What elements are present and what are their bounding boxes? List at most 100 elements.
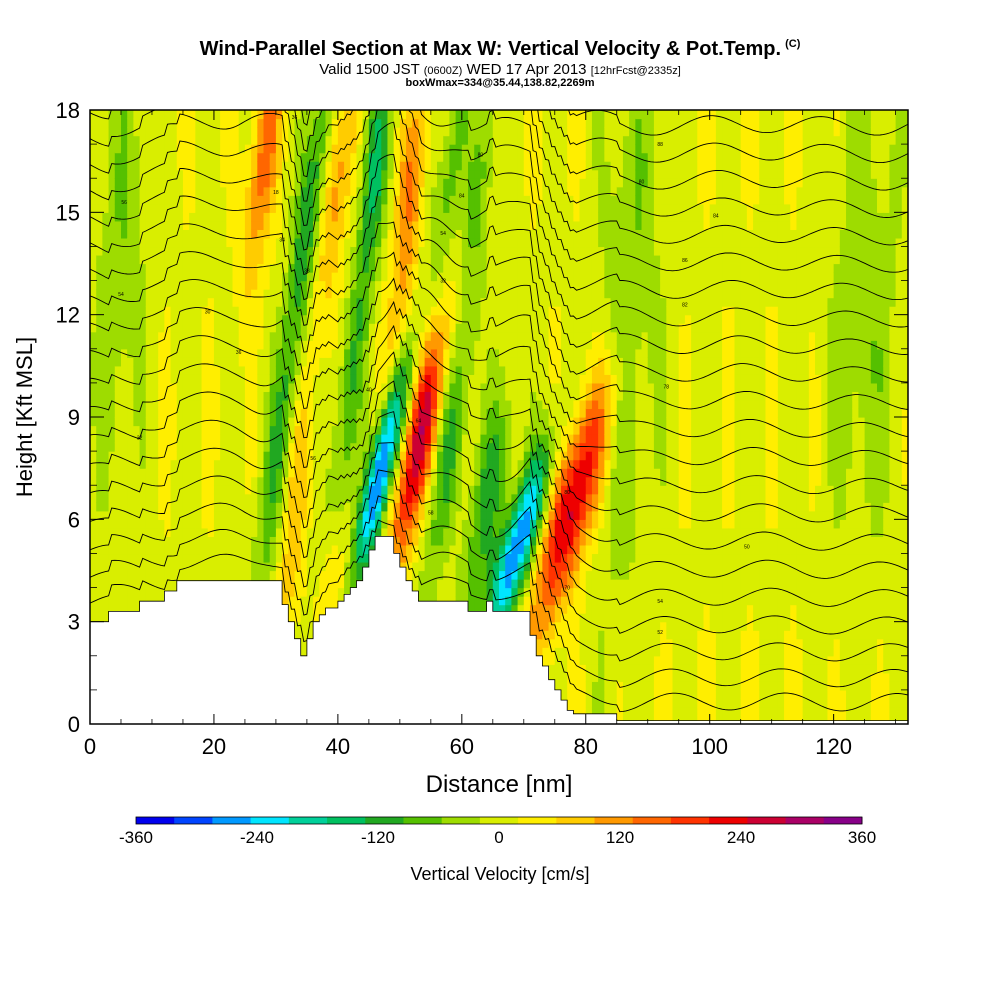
heat-cell: [313, 417, 320, 427]
heat-cell: [511, 365, 519, 375]
heat-cell: [393, 382, 401, 393]
heat-cell: [492, 527, 500, 537]
heat-cell: [275, 493, 283, 503]
heat-cell: [263, 289, 271, 299]
heat-cell: [393, 289, 401, 299]
heat-cell: [480, 357, 488, 367]
heat-cell: [455, 127, 463, 137]
heat-cell: [443, 306, 451, 316]
heat-cell: [399, 220, 407, 230]
heat-cell: [375, 237, 382, 248]
heat-cell: [96, 229, 103, 239]
heat-cell: [232, 425, 240, 435]
heat-cell: [424, 229, 432, 239]
heat-cell: [492, 272, 500, 282]
heat-cell: [499, 442, 506, 452]
heat-cell: [499, 186, 506, 196]
heat-cell: [430, 306, 438, 316]
heat-cell: [455, 118, 463, 128]
heat-cell: [282, 152, 289, 162]
heat-cell: [201, 195, 209, 205]
heat-cell: [474, 272, 482, 282]
heat-cell: [164, 442, 172, 452]
heat-cell: [387, 374, 395, 384]
heat-cell: [461, 195, 469, 205]
heat-cell: [468, 348, 475, 358]
heat-cell: [455, 186, 463, 196]
heat-cell: [455, 348, 463, 358]
heat-cell: [238, 425, 246, 435]
heat-cell: [387, 340, 395, 350]
heat-cell: [313, 246, 320, 256]
heat-cell: [207, 178, 215, 188]
heat-cell: [102, 331, 110, 341]
heat-cell: [486, 391, 494, 401]
heat-cell: [468, 451, 475, 461]
heat-cell: [455, 579, 463, 589]
heat-cell: [102, 280, 110, 290]
heat-cell: [120, 391, 128, 401]
heat-cell: [375, 118, 382, 128]
heat-cell: [368, 357, 376, 367]
heat-cell: [455, 178, 463, 188]
heat-cell: [430, 357, 438, 367]
heat-cell: [195, 493, 203, 503]
heat-cell: [325, 561, 333, 572]
heat-cell: [412, 110, 420, 120]
heat-cell: [449, 399, 457, 410]
heat-cell: [412, 442, 420, 452]
heat-cell: [393, 169, 401, 179]
heat-cell: [474, 203, 482, 213]
heat-cell: [393, 408, 401, 418]
heat-cell: [418, 331, 426, 341]
heat-cell: [437, 110, 444, 120]
heat-cell: [350, 280, 358, 290]
heat-cell: [294, 135, 302, 145]
heat-cell: [139, 289, 147, 299]
heat-cell: [505, 237, 512, 248]
heat-cell: [344, 280, 351, 290]
heat-cell: [90, 391, 97, 401]
heat-cell: [226, 451, 234, 461]
heat-cell: [325, 220, 333, 230]
heat-cell: [406, 178, 413, 188]
heat-cell: [294, 246, 302, 256]
heat-cell: [412, 169, 420, 179]
heat-cell: [96, 485, 103, 495]
heat-cell: [300, 391, 308, 401]
heat-cell: [486, 331, 494, 341]
heat-cell: [474, 570, 482, 580]
heat-cell: [275, 382, 283, 393]
heat-cell: [114, 510, 122, 520]
heat-cell: [350, 553, 358, 563]
heat-cell: [344, 417, 351, 427]
heat-cell: [362, 220, 370, 230]
heat-cell: [257, 135, 265, 145]
heat-cell: [232, 127, 240, 137]
heat-cell: [306, 212, 314, 222]
heat-cell: [145, 289, 153, 299]
heat-cell: [486, 297, 494, 307]
heat-cell: [356, 391, 364, 401]
heat-cell: [313, 186, 320, 196]
heat-cell: [158, 272, 165, 282]
heat-cell: [96, 476, 103, 486]
heat-cell: [350, 118, 358, 128]
heat-cell: [505, 212, 512, 222]
heat-cell: [232, 237, 240, 248]
heat-cell: [244, 340, 252, 350]
heat-cell: [319, 365, 327, 375]
heat-cell: [362, 527, 370, 537]
heat-cell: [127, 553, 134, 563]
heat-cell: [108, 246, 116, 256]
heat-cell: [195, 195, 203, 205]
heat-cell: [499, 544, 506, 555]
heat-cell: [331, 493, 339, 503]
heat-cell: [461, 135, 469, 145]
heat-cell: [288, 357, 296, 367]
heat-cell: [443, 519, 451, 529]
heat-cell: [158, 587, 165, 597]
heat-cell: [108, 382, 116, 393]
heat-cell: [102, 536, 110, 546]
